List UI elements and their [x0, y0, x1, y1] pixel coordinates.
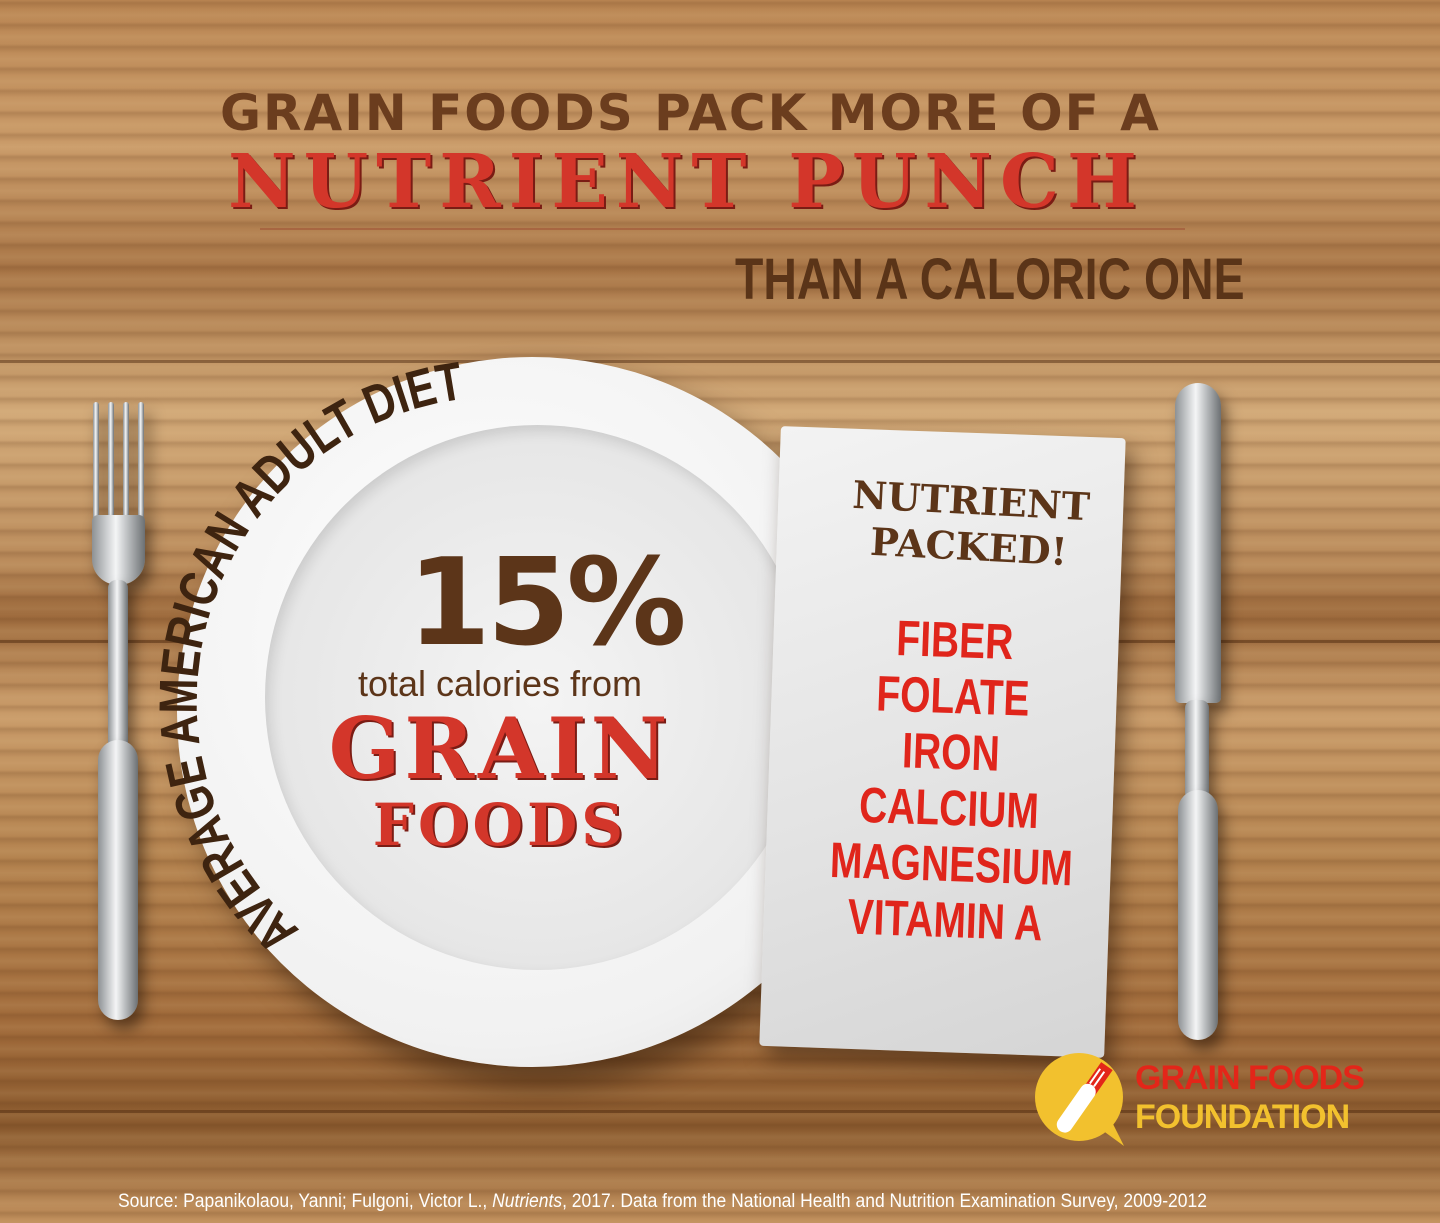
logo-line1: GRAIN FOODS: [1135, 1059, 1365, 1097]
headline-line3: THAN A CALORIC ONE: [735, 247, 1245, 312]
wood-seam: [0, 360, 1440, 363]
foods-label: FOODS: [372, 791, 628, 859]
source-journal: Nutrients: [492, 1191, 563, 1212]
source-prefix: Source: Papanikolaou, Yanni; Fulgoni, Vi…: [118, 1191, 493, 1212]
source-citation: Source: Papanikolaou, Yanni; Fulgoni, Vi…: [118, 1191, 1207, 1213]
wheat-divider-icon: [260, 228, 1185, 246]
plate-center: [265, 425, 810, 970]
nutrient-item: IRON: [901, 722, 1001, 782]
logo-line2: FOUNDATION: [1135, 1098, 1350, 1136]
nutrient-item: FOLATE: [875, 665, 1031, 727]
headline-line1: GRAIN FOODS PACK MORE OF A: [220, 84, 1161, 142]
nutrient-list: FIBER FOLATE IRON CALCIUM MAGNESIUM VITA…: [827, 608, 1073, 952]
calorie-percent: 15%: [407, 534, 686, 673]
nutrient-item: VITAMIN A: [846, 888, 1044, 952]
source-suffix: , 2017. Data from the National Health an…: [562, 1191, 1207, 1212]
nutrient-item: FIBER: [895, 610, 1015, 671]
headline-line2: NUTRIENT PUNCH: [228, 139, 1145, 225]
wood-seam: [0, 1110, 1440, 1113]
nutrient-item: CALCIUM: [858, 776, 1040, 840]
napkin-heading: NUTRIENT PACKED!: [798, 469, 1142, 579]
calorie-subtitle: total calories from: [357, 663, 643, 704]
grain-foods-logo-icon: [1035, 1053, 1124, 1146]
grain-label: GRAIN: [328, 699, 672, 798]
nutrient-item: MAGNESIUM: [829, 831, 1074, 897]
